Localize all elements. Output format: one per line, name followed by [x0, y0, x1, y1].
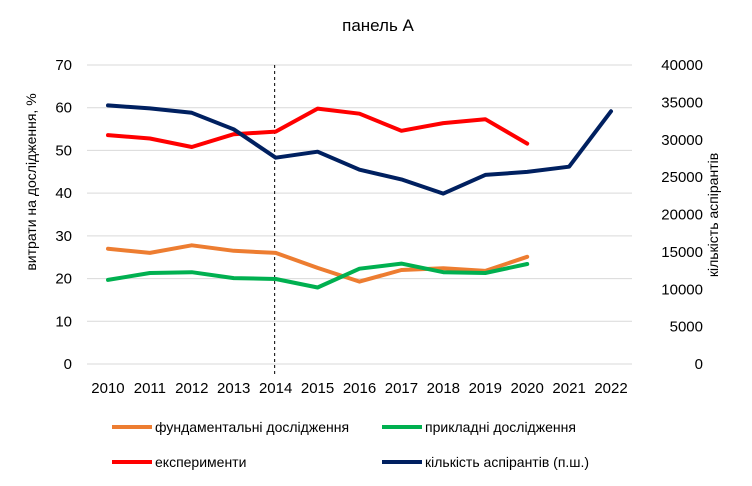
y-left-tick-label: 70	[55, 57, 72, 74]
series-line-0	[106, 243, 530, 284]
x-tick-label: 2022	[594, 380, 627, 397]
y-left-tick-label: 40	[55, 185, 72, 202]
x-tick-label: 2020	[511, 380, 544, 397]
series-lines	[106, 103, 613, 290]
x-tick-label: 2021	[552, 380, 585, 397]
legend-label-2: експерименти	[155, 454, 246, 470]
y-right-tick-label: 20000	[661, 207, 703, 224]
chart-title: панель А	[342, 16, 414, 35]
y-right-tick-label: 30000	[661, 132, 703, 149]
left-axis-ticks: 0 10 20 30 40 50 60 70	[55, 57, 72, 373]
x-tick-label: 2018	[427, 380, 460, 397]
x-tick-label: 2010	[91, 380, 124, 397]
y-right-tick-label: 35000	[661, 94, 703, 111]
y-right-tick-label: 15000	[661, 244, 703, 261]
legend-label-3: кількість аспірантів (п.ш.)	[425, 454, 589, 470]
legend-label-0: фундаментальні дослідження	[155, 419, 349, 435]
right-axis-ticks: 0 5000 10000 15000 20000 25000 30000 35000 40000	[661, 57, 703, 373]
series-line-1	[106, 261, 530, 290]
legend: фундаментальні дослідження прикладні досл…	[112, 419, 589, 470]
gridlines	[87, 64, 632, 365]
y-left-tick-label: 50	[55, 142, 72, 159]
x-tick-label: 2016	[343, 380, 376, 397]
x-tick-label: 2015	[301, 380, 334, 397]
series-line-2	[106, 106, 530, 149]
y-axis-left-label: витрати на дослідження, %	[23, 93, 39, 270]
y-axis-right-label: кількість аспірантів	[705, 153, 721, 277]
series-line-3	[106, 103, 613, 196]
x-axis-ticks: 2010 2011 2012 2013 2014 2015 2016 2017 2018 2019…	[91, 380, 627, 397]
y-left-tick-label: 0	[64, 356, 72, 373]
y-right-tick-label: 25000	[661, 169, 703, 186]
x-tick-label: 2011	[134, 380, 166, 397]
y-right-tick-label: 10000	[661, 281, 703, 298]
legend-label-1: прикладні дослідження	[425, 419, 576, 435]
x-tick-label: 2014	[259, 380, 292, 397]
x-tick-label: 2012	[175, 380, 208, 397]
x-tick-label: 2017	[385, 380, 418, 397]
y-left-tick-label: 60	[55, 100, 72, 117]
y-left-tick-label: 10	[55, 313, 72, 330]
x-tick-label: 2019	[469, 380, 502, 397]
x-tick-label: 2013	[217, 380, 250, 397]
y-left-tick-label: 30	[55, 228, 72, 245]
y-right-tick-label: 40000	[661, 57, 703, 74]
y-left-tick-label: 20	[55, 271, 72, 288]
y-right-tick-label: 0	[695, 356, 703, 373]
y-right-tick-label: 5000	[670, 319, 703, 336]
